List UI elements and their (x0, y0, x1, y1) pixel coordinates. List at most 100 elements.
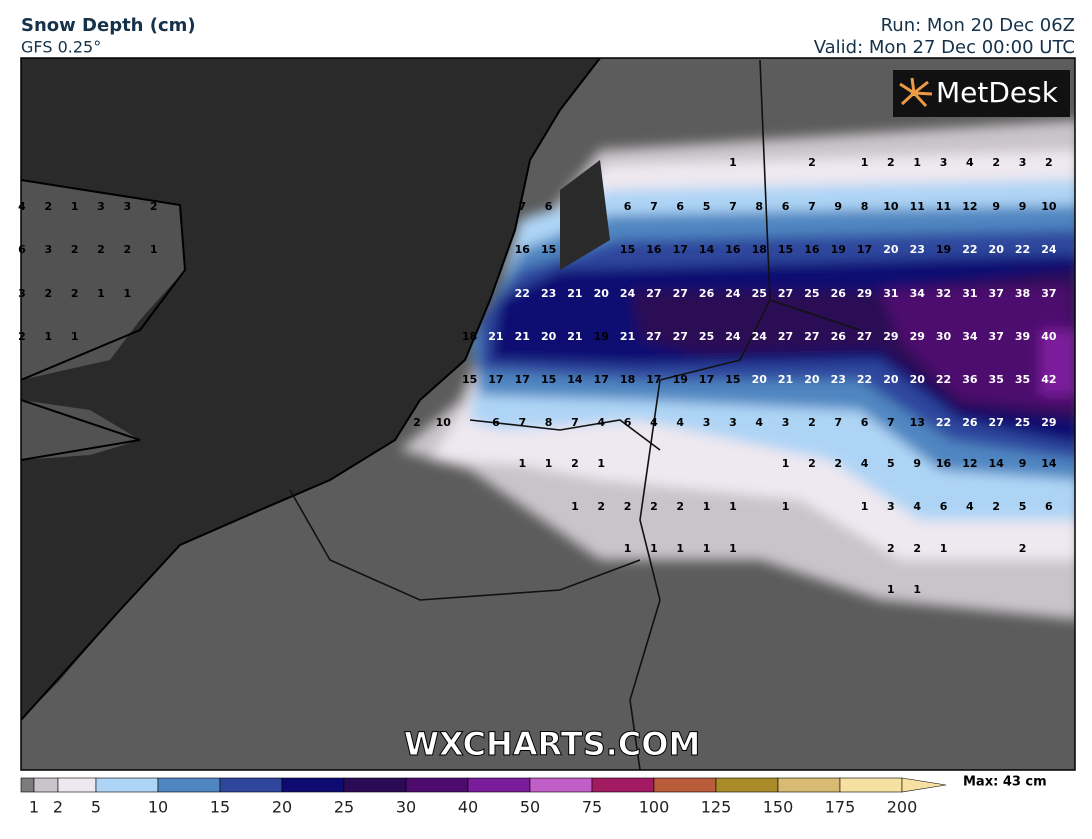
valid-time: Valid: Mon 27 Dec 00:00 UTC (814, 37, 1075, 58)
legend-swatch (219, 777, 283, 793)
depth-value: 23 (541, 287, 556, 300)
depth-value: 21 (567, 287, 582, 300)
depth-value: 6 (1045, 500, 1053, 513)
depth-value: 10 (1041, 200, 1057, 213)
depth-value: 18 (462, 330, 477, 343)
depth-value: 29 (857, 287, 872, 300)
depth-value: 6 (492, 416, 500, 429)
depth-value: 21 (567, 330, 582, 343)
depth-value: 1 (597, 457, 605, 470)
depth-value: 9 (992, 200, 1000, 213)
depth-value: 7 (729, 200, 737, 213)
depth-value: 4 (861, 457, 869, 470)
depth-value: 14 (989, 457, 1005, 470)
depth-value: 10 (436, 416, 452, 429)
legend-tick-label: 10 (148, 798, 168, 817)
depth-value: 17 (673, 243, 688, 256)
depth-value: 7 (518, 200, 526, 213)
depth-value: 3 (887, 500, 895, 513)
depth-value: 3 (703, 416, 711, 429)
depth-value: 24 (752, 330, 768, 343)
depth-value: 2 (71, 243, 79, 256)
depth-value: 1 (545, 457, 553, 470)
depth-value: 7 (571, 416, 579, 429)
depth-value: 2 (887, 542, 895, 555)
depth-value: 20 (910, 373, 926, 386)
legend-tick-label: 1 (29, 798, 39, 817)
depth-value: 3 (782, 416, 790, 429)
depth-value: 21 (515, 330, 530, 343)
depth-value: 2 (1045, 156, 1053, 169)
depth-value: 16 (646, 243, 662, 256)
depth-value: 27 (673, 287, 688, 300)
depth-value: 1 (703, 542, 711, 555)
legend-tick-label: 40 (458, 798, 478, 817)
depth-value: 24 (725, 287, 741, 300)
depth-value: 20 (804, 373, 820, 386)
depth-value: 1 (676, 542, 684, 555)
depth-value: 27 (804, 330, 819, 343)
legend-swatch (777, 777, 841, 793)
depth-value: 21 (488, 330, 503, 343)
depth-value: 20 (594, 287, 610, 300)
depth-value: 29 (910, 330, 925, 343)
depth-value: 1 (729, 500, 737, 513)
depth-value: 2 (676, 500, 684, 513)
depth-value: 17 (857, 243, 872, 256)
depth-value: 6 (624, 416, 632, 429)
depth-value: 1 (782, 500, 790, 513)
depth-value: 7 (518, 416, 526, 429)
depth-value: 15 (462, 373, 477, 386)
legend-tick-label: 150 (763, 798, 794, 817)
depth-value: 1 (123, 287, 131, 300)
depth-value: 6 (940, 500, 948, 513)
depth-value: 6 (782, 200, 790, 213)
depth-value: 20 (883, 373, 899, 386)
model: GFS 0.25° (21, 38, 101, 57)
legend: 1 2 5 10 15 20 25 30 40 50 75 100 125 150 175 200 (20, 777, 947, 817)
depth-value: 12 (962, 200, 977, 213)
depth-value: 24 (620, 287, 636, 300)
depth-value: 3 (729, 416, 737, 429)
depth-value: 4 (966, 500, 974, 513)
depth-value: 2 (650, 500, 658, 513)
legend-swatch (653, 777, 717, 793)
legend-tick-label: 125 (701, 798, 732, 817)
depth-value: 22 (936, 373, 951, 386)
depth-value: 11 (910, 200, 925, 213)
depth-value: 19 (936, 243, 951, 256)
depth-value: 40 (1041, 330, 1057, 343)
depth-value: 25 (804, 287, 819, 300)
depth-value: 20 (989, 243, 1005, 256)
depth-value: 14 (1041, 457, 1057, 470)
depth-value: 16 (515, 243, 531, 256)
logo-icon (899, 77, 933, 108)
depth-value: 2 (571, 457, 579, 470)
depth-value: 35 (989, 373, 1004, 386)
depth-value: 7 (650, 200, 658, 213)
depth-value: 3 (940, 156, 948, 169)
depth-value: 1 (913, 156, 921, 169)
depth-value: 34 (910, 287, 926, 300)
depth-value: 14 (699, 243, 715, 256)
depth-value: 1 (729, 542, 737, 555)
depth-value: 13 (910, 416, 925, 429)
legend-tick-label: 75 (582, 798, 602, 817)
depth-value: 4 (650, 416, 658, 429)
depth-value: 23 (831, 373, 846, 386)
depth-value: 26 (831, 287, 847, 300)
depth-value: 6 (18, 243, 26, 256)
depth-value: 14 (567, 373, 583, 386)
depth-value: 15 (778, 243, 793, 256)
depth-value: 4 (913, 500, 921, 513)
depth-value: 1 (518, 457, 526, 470)
depth-value: 1 (71, 200, 79, 213)
legend-swatch (715, 777, 779, 793)
legend-tick-label: 200 (887, 798, 918, 817)
depth-value: 27 (646, 330, 661, 343)
depth-value: 21 (620, 330, 635, 343)
depth-value: 2 (45, 287, 53, 300)
depth-value: 22 (515, 287, 530, 300)
legend-swatch (343, 777, 407, 793)
depth-value: 3 (1019, 156, 1027, 169)
